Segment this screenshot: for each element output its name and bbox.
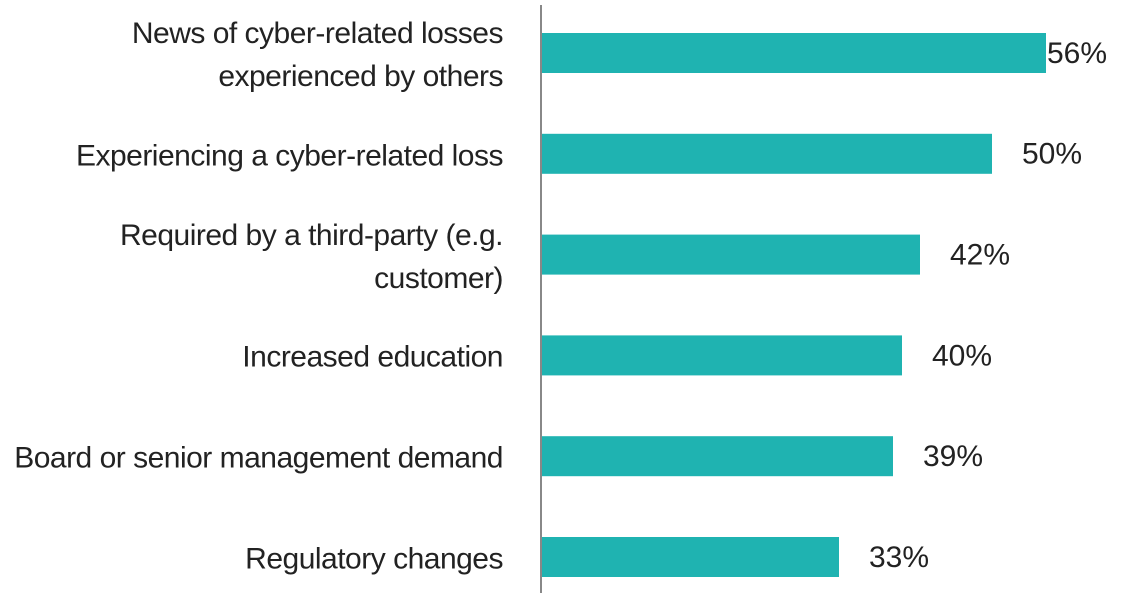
category-label: Required by a third-party (e.g. customer… <box>119 218 504 295</box>
bar <box>542 33 1046 73</box>
value-label: 56% <box>1047 37 1107 70</box>
category-label: Regulatory changes <box>245 542 503 576</box>
category-label: Board or senior management demand <box>14 441 503 475</box>
category-label: Experiencing a cyber-related loss <box>75 139 504 173</box>
category-label: Increased education <box>242 340 503 374</box>
value-label: 50% <box>1022 138 1082 171</box>
bar <box>542 234 920 275</box>
value-label: 39% <box>923 440 983 473</box>
value-label: 33% <box>869 541 929 574</box>
category-label: News of cyber-related losses experienced… <box>131 17 504 93</box>
bar <box>542 436 893 477</box>
bar <box>542 537 839 577</box>
value-label: 42% <box>950 239 1010 272</box>
bar <box>542 335 902 376</box>
bar <box>542 133 992 174</box>
value-label: 40% <box>932 339 992 372</box>
